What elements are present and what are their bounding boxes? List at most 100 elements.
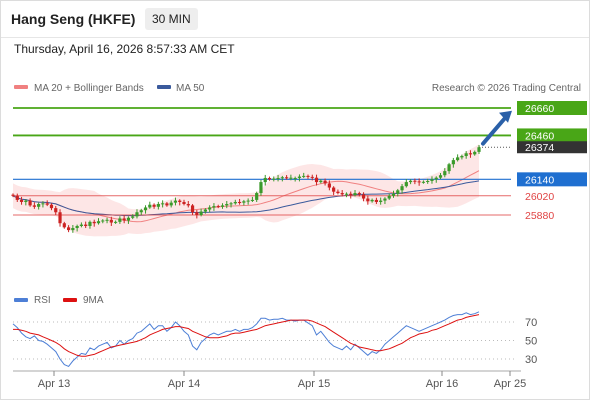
candle (408, 179, 413, 185)
candle-body (101, 220, 105, 222)
candle-body (37, 204, 41, 207)
candle-body (323, 180, 327, 184)
candle-body (366, 198, 370, 202)
candle (105, 217, 109, 224)
forecast-arrow-shaft (481, 113, 509, 146)
candle-body (340, 193, 344, 195)
candle (88, 220, 92, 229)
candle-body (237, 201, 242, 203)
candle-body (434, 177, 438, 180)
ma50-line (12, 180, 480, 217)
candle (391, 190, 396, 198)
ma50-legend-swatch (157, 85, 171, 89)
candle-body (66, 227, 71, 231)
candle (468, 150, 473, 158)
candle-body (135, 212, 139, 217)
candle (101, 219, 105, 224)
candle-body (387, 195, 391, 199)
candle (96, 218, 101, 225)
candle-body (15, 195, 19, 200)
candle-body (178, 200, 182, 202)
candle (233, 199, 237, 205)
candle (438, 173, 443, 180)
rsi-legend-label: RSI (34, 295, 51, 306)
rsi-tick-label: 50 (525, 336, 537, 348)
candle-body (156, 204, 160, 207)
candle-body (182, 201, 186, 205)
candle-body (344, 193, 349, 195)
candle (456, 154, 460, 162)
candle-body (379, 200, 383, 202)
candle-body (336, 191, 340, 194)
candle-body (54, 208, 58, 213)
candle (280, 175, 284, 182)
candle (289, 174, 293, 181)
candle (361, 192, 366, 202)
candle-body (319, 180, 323, 183)
candle (302, 172, 306, 178)
candle-body (131, 216, 135, 218)
candle (396, 188, 400, 197)
target-tag-label: 26660 (525, 103, 554, 115)
candle (24, 199, 28, 206)
time-tick-label: Apr 16 (426, 378, 458, 390)
candle (208, 205, 212, 213)
candle (336, 189, 340, 195)
target-tag-label: 26460 (525, 130, 554, 142)
candle (430, 176, 434, 184)
candle (71, 225, 75, 233)
candle (473, 150, 477, 156)
candle-body (460, 156, 464, 158)
candle-body (92, 221, 96, 224)
candle (37, 202, 41, 210)
candle (28, 198, 32, 207)
candle-body (229, 203, 233, 205)
candle (122, 215, 126, 224)
candle (259, 179, 263, 196)
candle-body (404, 182, 408, 187)
candle-body (190, 205, 195, 213)
ma9-legend-label: 9MA (83, 295, 104, 306)
copyright-label: Research © 2026 Trading Central (432, 83, 581, 94)
candle-body (118, 218, 122, 222)
candle-body (165, 203, 169, 206)
candle (374, 197, 378, 205)
candle-body (45, 203, 49, 205)
timeframe-badge[interactable]: 30 MIN (145, 8, 198, 30)
candle (400, 183, 404, 194)
candle (178, 199, 182, 206)
time-tick-label: Apr 13 (38, 378, 70, 390)
candle-body (75, 225, 79, 229)
candle (11, 193, 15, 198)
bollinger-band (13, 144, 479, 237)
candle (195, 210, 199, 219)
candle-body (473, 151, 477, 155)
candle (152, 203, 156, 209)
candle-body (332, 187, 336, 192)
candle (15, 193, 19, 202)
candle (182, 199, 186, 206)
candle (169, 200, 173, 208)
candle-body (169, 202, 173, 206)
candle (272, 176, 276, 182)
candle-body (349, 193, 353, 196)
ma20-legend-swatch (14, 85, 28, 89)
rsi-line (12, 311, 480, 368)
candle-body (267, 177, 272, 180)
candle (58, 209, 62, 227)
candle (276, 174, 280, 182)
candle-body (383, 198, 387, 201)
candle-body (421, 181, 426, 183)
candle-body (263, 177, 267, 183)
candle-body (203, 209, 207, 212)
candle-body (370, 199, 374, 202)
candle (19, 196, 24, 205)
candle (451, 157, 455, 168)
candle (118, 216, 122, 224)
candle-body (259, 182, 263, 194)
candle-body (357, 193, 361, 195)
candle-body (413, 180, 417, 182)
